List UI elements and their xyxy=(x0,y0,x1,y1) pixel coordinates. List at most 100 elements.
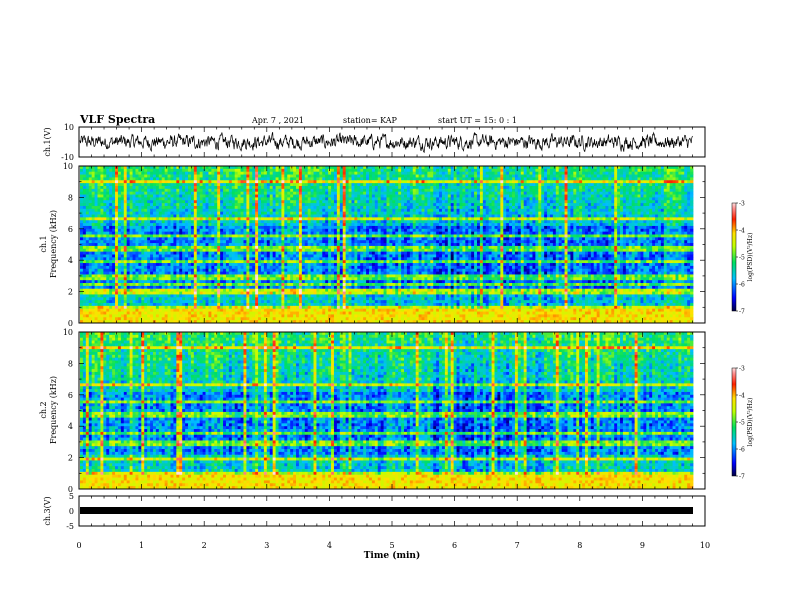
spectrogram-cell xyxy=(246,183,250,187)
spectrogram-cell xyxy=(182,177,186,181)
spectrogram-cell xyxy=(433,217,437,221)
spectrogram-cell xyxy=(514,214,519,218)
spectrogram-cell xyxy=(491,197,495,201)
spectrogram-cell xyxy=(561,174,565,178)
spectrogram-cell xyxy=(155,205,160,210)
spectrogram-cell xyxy=(599,200,603,204)
spectrogram-cell xyxy=(228,171,233,175)
spectrogram-cell xyxy=(82,191,87,195)
spectrogram-cell xyxy=(576,223,580,227)
spectrogram-cell xyxy=(205,194,209,198)
spectrogram-cell xyxy=(307,200,312,204)
spectrogram-cell xyxy=(582,200,586,204)
spectrogram-cell xyxy=(269,191,274,195)
spectrogram-cell xyxy=(462,205,466,210)
spectrogram-cell xyxy=(150,171,154,175)
spectrogram-cell xyxy=(182,174,186,178)
spectrogram-cell xyxy=(188,191,192,195)
spectrogram-cell xyxy=(272,203,276,207)
spectrogram-cell xyxy=(509,180,513,184)
spectrogram-cell xyxy=(243,200,247,204)
spectrogram-cell xyxy=(313,223,317,227)
spectrogram-cell xyxy=(214,183,218,187)
spectrogram-cell xyxy=(342,200,347,204)
spectrogram-cell xyxy=(141,183,145,187)
spectrogram-cell xyxy=(193,217,198,221)
spectrogram-cell xyxy=(225,194,230,198)
spectrogram-cell xyxy=(144,194,148,198)
spectrogram-cell xyxy=(316,171,320,175)
spectrogram-cell xyxy=(208,185,212,190)
spectrogram-cell xyxy=(123,197,128,201)
spectrogram-cell xyxy=(625,208,630,213)
spectrogram-cell xyxy=(97,180,101,184)
spectrogram-cell xyxy=(231,171,236,175)
spectrogram-cell xyxy=(465,177,469,181)
spectrogram-cell xyxy=(579,225,583,230)
spectrogram-cell xyxy=(503,168,507,173)
spectrogram-cell xyxy=(120,205,125,210)
spectrogram-cell xyxy=(476,205,481,210)
spectrogram-cell xyxy=(663,205,668,210)
spectrogram-cell xyxy=(380,211,384,215)
spectrogram-cell xyxy=(541,223,545,227)
spectrogram-cell xyxy=(404,174,408,178)
spectrogram-cell xyxy=(155,183,160,187)
spectrogram-cell xyxy=(529,180,533,184)
spectrogram-cell xyxy=(596,214,600,218)
spectrogram-cell xyxy=(281,214,285,218)
spectrogram-cell xyxy=(547,223,551,227)
spectrogram-cell xyxy=(240,183,244,187)
spectrogram-cell xyxy=(313,211,317,215)
spectrogram-cell xyxy=(649,194,653,198)
spectrogram-cell xyxy=(272,217,276,221)
spectrogram-cell xyxy=(255,211,259,215)
spectrogram-cell xyxy=(164,168,168,173)
spectrogram-cell xyxy=(491,174,495,178)
spectrogram-cell xyxy=(342,185,347,190)
spectrogram-cell xyxy=(260,200,265,204)
spectrogram-cell xyxy=(675,205,679,210)
spectrogram-cell xyxy=(331,180,335,184)
spectrogram-cell xyxy=(357,225,361,230)
spectrogram-cell xyxy=(155,194,160,198)
spectrogram-cell xyxy=(307,208,312,213)
spectrogram-cell xyxy=(439,214,443,218)
spectrogram-cell xyxy=(657,168,662,173)
spectrogram-cell xyxy=(585,185,589,190)
spectrogram-cell xyxy=(351,194,355,198)
spectrogram-cell xyxy=(164,225,168,230)
spectrogram-cell xyxy=(392,191,396,195)
spectrogram-cell xyxy=(547,171,551,175)
spectrogram-cell xyxy=(529,223,533,227)
spectrogram-cell xyxy=(523,211,528,215)
spectrogram-cell xyxy=(558,203,563,207)
spectrogram-cell xyxy=(386,194,390,198)
spectrogram-cell xyxy=(176,197,180,201)
spectrogram-cell xyxy=(514,205,519,210)
spectrogram-cell xyxy=(287,228,291,233)
spectrogram-cell xyxy=(678,223,682,227)
spectrogram-cell xyxy=(296,197,300,201)
spectrogram-cell xyxy=(243,174,247,178)
spectrogram-cell xyxy=(561,183,565,187)
spectrogram-cell xyxy=(296,228,300,233)
spectrogram-cell xyxy=(325,197,329,201)
spectrogram-cell xyxy=(164,177,168,181)
spectrogram-cell xyxy=(155,200,160,204)
spectrogram-cell xyxy=(392,194,396,198)
spectrogram-cell xyxy=(360,225,364,230)
spectrogram-cell xyxy=(141,220,145,224)
spectrogram-cell xyxy=(614,188,618,193)
spectrogram-cell xyxy=(666,214,671,218)
spectrogram-cell xyxy=(161,231,166,235)
spectrogram-cell xyxy=(590,228,595,233)
spectrogram-cell xyxy=(628,168,633,173)
spectrogram-cell xyxy=(512,208,516,213)
spectrogram-cell xyxy=(567,205,571,210)
spectrogram-cell xyxy=(549,208,554,213)
spectrogram-cell xyxy=(482,194,487,198)
spectrogram-cell xyxy=(243,217,247,221)
spectrogram-cell xyxy=(144,168,148,173)
spectrogram-cell xyxy=(622,220,627,224)
